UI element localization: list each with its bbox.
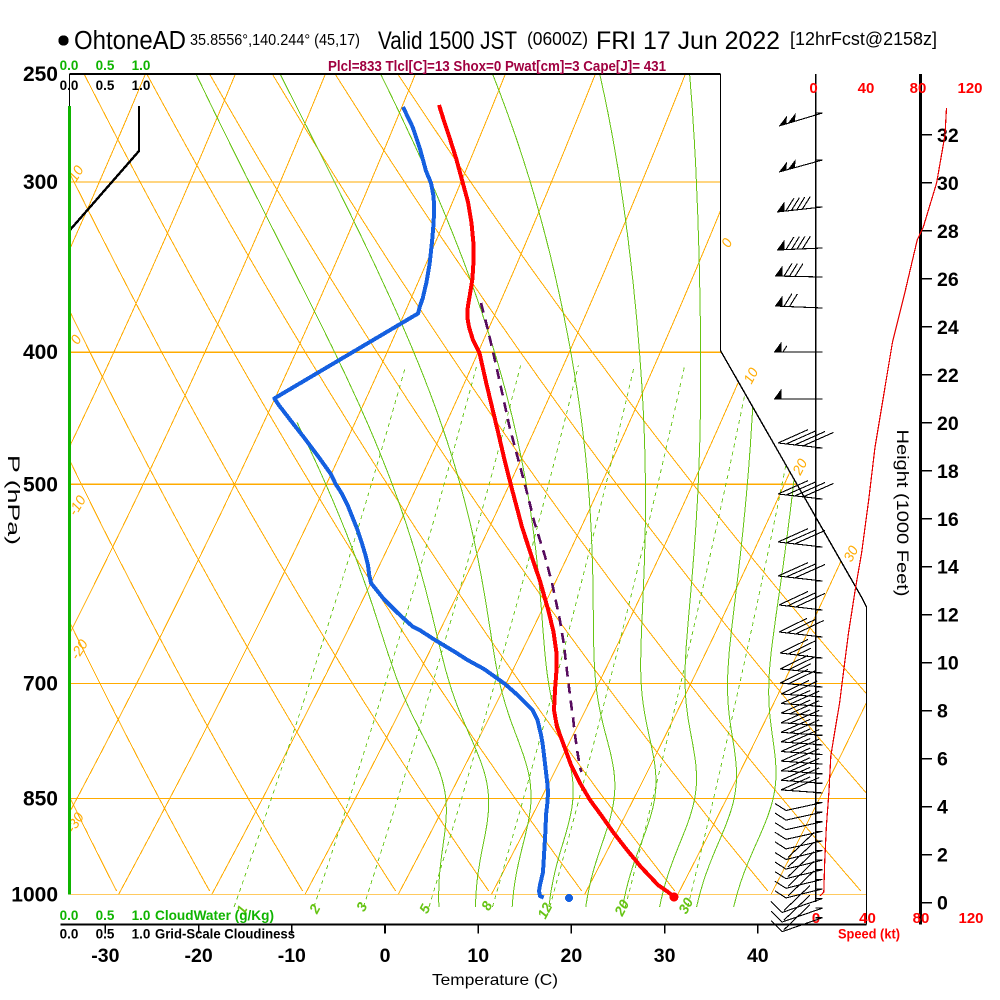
svg-text:2: 2	[937, 845, 948, 867]
svg-text:0.0: 0.0	[60, 927, 79, 942]
svg-text:0.5: 0.5	[96, 78, 115, 93]
svg-text:300: 300	[23, 171, 58, 194]
svg-text:FRI 17 Jun 2022: FRI 17 Jun 2022	[596, 27, 780, 55]
svg-text:10: 10	[937, 653, 959, 675]
svg-text:35.8556°,140.244° (45,17): 35.8556°,140.244° (45,17)	[190, 32, 360, 49]
svg-text:16: 16	[937, 509, 959, 531]
svg-text:700: 700	[23, 673, 58, 696]
svg-text:0.0: 0.0	[60, 908, 79, 923]
svg-text:4: 4	[937, 797, 948, 819]
svg-text:500: 500	[23, 473, 58, 496]
svg-text:8: 8	[937, 701, 948, 723]
svg-text:0.5: 0.5	[96, 58, 115, 73]
svg-text:0.0: 0.0	[60, 58, 79, 73]
svg-text:Grid-Scale Cloudiness: Grid-Scale Cloudiness	[155, 927, 295, 942]
svg-text:12: 12	[534, 900, 556, 921]
svg-text:20: 20	[788, 456, 810, 478]
svg-text:80: 80	[913, 910, 930, 927]
svg-text:Plcl=833 Tlcl[C]=13 Shox=0 Pwa: Plcl=833 Tlcl[C]=13 Shox=0 Pwat[cm]=3 Ca…	[328, 59, 666, 75]
svg-text:30: 30	[675, 895, 697, 916]
svg-text:CloudWater (g/Kg): CloudWater (g/Kg)	[155, 908, 274, 923]
svg-text:250: 250	[23, 63, 58, 86]
svg-text:0: 0	[809, 80, 817, 97]
svg-text:Speed (kt): Speed (kt)	[838, 927, 900, 942]
svg-text:26: 26	[937, 269, 959, 291]
svg-text:0: 0	[380, 945, 391, 967]
svg-text:-30: -30	[91, 945, 119, 967]
svg-text:0.5: 0.5	[96, 927, 115, 942]
svg-text:1000: 1000	[11, 884, 58, 907]
svg-text:10: 10	[740, 365, 762, 386]
svg-text:(0600Z): (0600Z)	[527, 29, 588, 49]
svg-text:80: 80	[910, 80, 927, 97]
svg-text:Valid 1500 JST: Valid 1500 JST	[378, 27, 517, 55]
svg-text:OhtoneAD: OhtoneAD	[74, 27, 186, 55]
svg-text:0.5: 0.5	[96, 908, 115, 923]
svg-text:-10: -10	[278, 945, 306, 967]
svg-text:10: 10	[467, 945, 489, 967]
svg-text:-20: -20	[185, 945, 213, 967]
svg-text:[12hrFcst@2158z]: [12hrFcst@2158z]	[790, 29, 937, 49]
svg-text:24: 24	[937, 317, 959, 339]
svg-text:40: 40	[859, 910, 876, 927]
svg-text:30: 30	[937, 173, 959, 195]
svg-text:Height (1000 Feet): Height (1000 Feet)	[893, 430, 911, 597]
svg-text:0: 0	[937, 893, 948, 915]
svg-text:1.0: 1.0	[132, 78, 151, 93]
svg-text:20: 20	[561, 945, 583, 967]
svg-text:14: 14	[937, 557, 959, 579]
svg-text:18: 18	[937, 461, 959, 483]
svg-text:22: 22	[937, 365, 959, 387]
svg-text:0: 0	[812, 910, 820, 927]
svg-text:Temperature (C): Temperature (C)	[432, 972, 558, 989]
svg-text:20: 20	[610, 897, 632, 919]
svg-text:400: 400	[23, 341, 58, 364]
svg-text:30: 30	[654, 945, 676, 967]
svg-text:30: 30	[840, 543, 862, 564]
svg-text:20: 20	[937, 413, 959, 435]
svg-text:12: 12	[937, 605, 959, 627]
svg-text:40: 40	[747, 945, 769, 967]
svg-text:28: 28	[937, 221, 959, 243]
svg-text:40: 40	[858, 80, 875, 97]
svg-text:P (hPa): P (hPa)	[4, 455, 22, 545]
svg-text:120: 120	[958, 910, 983, 927]
svg-text:1.0: 1.0	[132, 908, 151, 923]
svg-text:6: 6	[937, 749, 948, 771]
svg-text:1.0: 1.0	[132, 58, 151, 73]
svg-text:120: 120	[957, 80, 982, 97]
svg-text:0.0: 0.0	[60, 78, 79, 93]
svg-text:32: 32	[937, 125, 959, 147]
svg-text:1.0: 1.0	[132, 927, 151, 942]
svg-text:850: 850	[23, 787, 58, 810]
